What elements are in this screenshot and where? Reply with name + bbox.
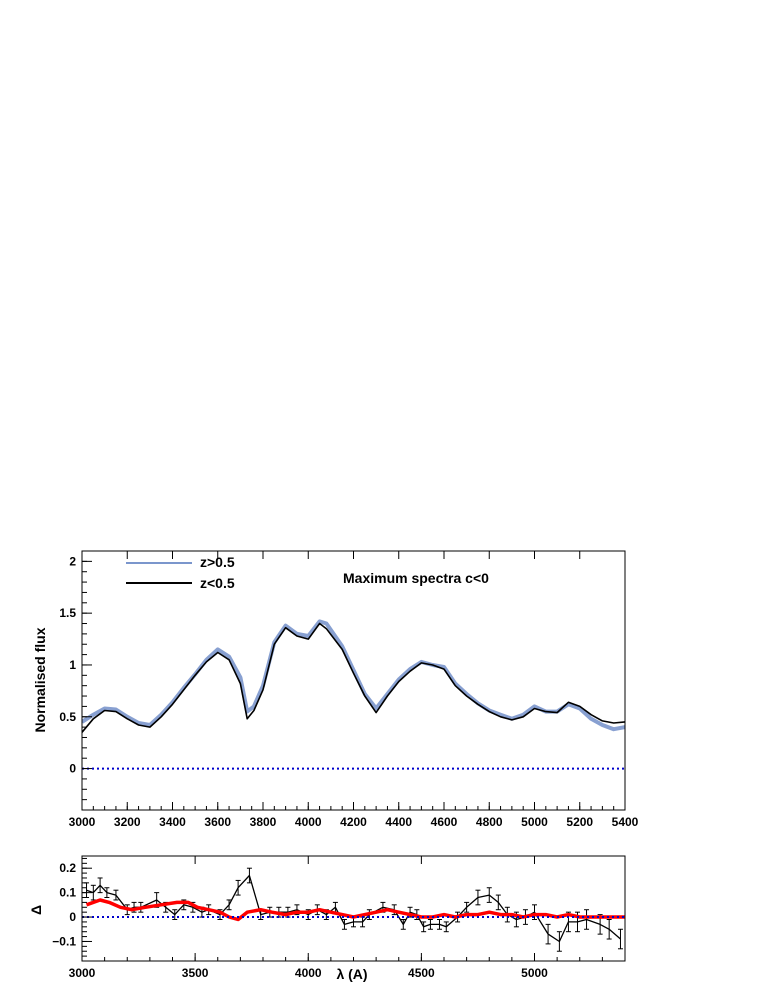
y-tick-label: 1: [69, 658, 76, 672]
x-tick-label: 3200: [114, 815, 141, 829]
x-tick-label: 3600: [204, 815, 231, 829]
top-series-z-0-5-line: [82, 619, 625, 732]
bottom-axes-group: 3000 3500 4000 4500 5000 −0.1 0 0.1 0.2: [52, 856, 626, 980]
legend: z>0.5 z<0.5: [126, 554, 235, 591]
x-axis-label: λ (A): [336, 966, 367, 982]
x-tick-label: 3000: [69, 815, 96, 829]
x-tick-label: 4400: [385, 815, 412, 829]
y-tick-label: 0.5: [59, 710, 76, 724]
legend-label-z-gt: z>0.5: [200, 554, 235, 570]
bottom-panel: 3000 3500 4000 4500 5000 −0.1 0 0.1 0.2 λ (A) Δ: [28, 855, 626, 982]
y-tick-label: 0: [69, 910, 76, 924]
chart-title: Maximum spectra c<0: [343, 570, 489, 586]
bottom-series-group: [82, 867, 625, 952]
bot-series-model-line: [85, 898, 625, 922]
x-tick-label: 4600: [431, 815, 458, 829]
x-tick-label: 3800: [250, 815, 277, 829]
legend-label-z-lt: z<0.5: [200, 575, 235, 591]
x-tick-label: 3400: [159, 815, 186, 829]
bot-clipped: [82, 867, 625, 952]
x-tick-label: 4500: [408, 966, 435, 980]
x-tick-label: 4000: [295, 815, 322, 829]
top-series-group: [82, 619, 625, 770]
top-clipped: [82, 619, 625, 770]
y-tick-label: −0.1: [52, 934, 76, 948]
x-tick-label: 4200: [340, 815, 367, 829]
bot-series-difference-line: [86, 874, 621, 943]
x-tick-label: 5200: [566, 815, 593, 829]
y-tick-label: 1.5: [59, 606, 76, 620]
x-tick-label: 3500: [182, 966, 209, 980]
bottom-plot-frame: [81, 855, 626, 962]
y-axis-label: Normalised flux: [32, 627, 48, 732]
top-axes-group: 3000 3200 3400 3600 3800 4000 4200 4400 4600 4800…: [59, 550, 639, 829]
x-tick-label: 5400: [612, 815, 639, 829]
x-tick-label: 4000: [295, 966, 322, 980]
x-tick-label: 5000: [521, 966, 548, 980]
x-tick-label: 5000: [521, 815, 548, 829]
residual-axis-label: Δ: [28, 905, 44, 915]
y-tick-label: 2: [69, 554, 76, 568]
top-series-z-0-5-line: [82, 622, 625, 733]
y-tick-label: 0: [69, 762, 76, 776]
y-tick-label: 0.2: [59, 861, 76, 875]
x-tick-label: 4800: [476, 815, 503, 829]
top-plot-frame: [81, 550, 626, 811]
y-tick-label: 0.1: [59, 886, 76, 900]
x-tick-label: 3000: [69, 966, 96, 980]
top-panel: 3000 3200 3400 3600 3800 4000 4200 4400 4600 4800…: [32, 550, 639, 829]
